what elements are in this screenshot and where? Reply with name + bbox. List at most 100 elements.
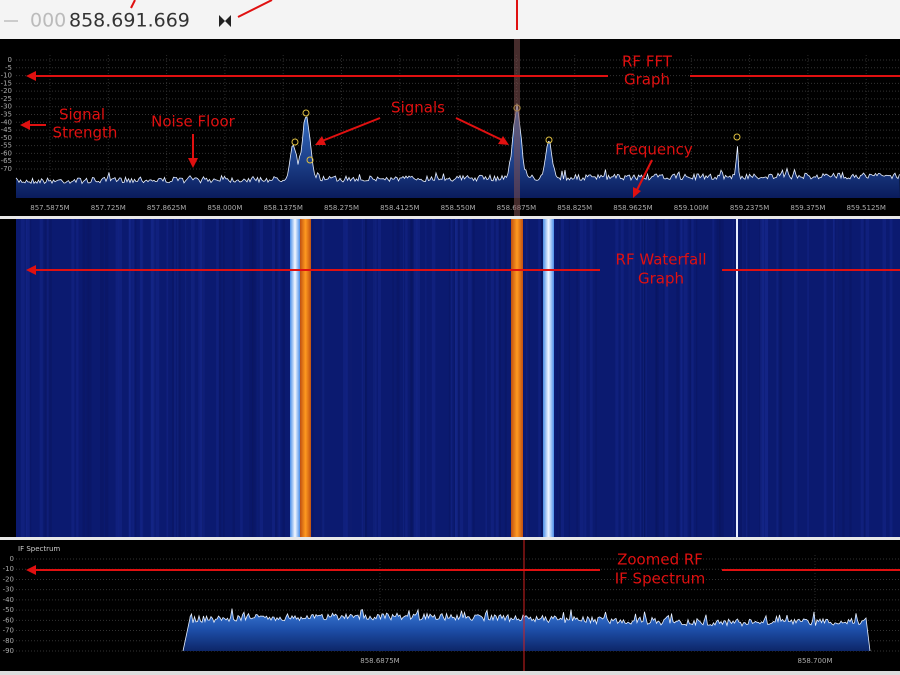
waterfall-noise [405,219,408,537]
peak-marker [302,109,310,117]
waterfall-noise [467,219,472,537]
waterfall-noise [140,219,144,537]
waterfall-noise [655,219,659,537]
frequency-display[interactable]: 858.691.669 [69,10,190,32]
waterfall-noise [76,219,79,537]
y-tick-label: -80 [3,637,14,645]
waterfall-noise [191,219,195,537]
waterfall-noise [282,219,285,537]
waterfall-noise [410,219,413,537]
waterfall-noise [643,219,646,537]
x-tick-label: 858.1375M [263,204,302,212]
waterfall-noise [764,219,769,537]
waterfall-noise [835,219,839,537]
waterfall-noise [416,219,421,537]
waterfall-noise [495,219,499,537]
swap-icon[interactable] [219,15,231,27]
waterfall-noise [20,219,25,537]
waterfall-noise [115,219,119,537]
waterfall-noise [889,219,893,537]
waterfall-noise [44,219,48,537]
annotation-arrows [20,0,900,575]
peak-marker [545,136,553,144]
y-tick-label: 0 [10,555,14,563]
waterfall-noise [835,219,839,537]
x-tick-label: 858.700M [798,657,833,665]
waterfall-noise [664,219,669,537]
waterfall-noise [348,219,353,537]
waterfall-noise [176,219,179,537]
waterfall-noise [173,219,176,537]
waterfall-noise [200,219,204,537]
waterfall-noise [132,219,135,537]
waterfall-noise [807,219,809,537]
y-tick-label: -20 [1,87,12,95]
waterfall-noise [363,219,366,537]
waterfall-noise [257,219,260,537]
y-tick-label: -10 [1,72,12,80]
waterfall-noise [216,219,219,537]
waterfall-noise [628,219,632,537]
waterfall-noise [240,219,243,537]
waterfall-noise [71,219,75,537]
waterfall-noise [860,219,865,537]
if-trace [182,608,871,652]
waterfall-noise [414,219,418,537]
waterfall-noise [631,219,635,537]
y-tick-label: -20 [3,575,14,583]
y-tick-label: -15 [1,79,12,87]
annotation: Graph [638,270,684,288]
panel-divider [0,537,900,540]
waterfall-noise [454,219,459,537]
waterfall-noise [320,219,324,537]
waterfall-noise [275,219,279,537]
waterfall-noise [321,219,325,537]
waterfall-noise [485,219,487,537]
waterfall-noise [150,219,154,537]
signal-stripe [543,219,554,537]
waterfall-noise [129,219,132,537]
waterfall-noise [656,219,658,537]
waterfall-noise [198,219,201,537]
waterfall-noise [679,219,683,537]
waterfall-noise [780,219,783,537]
panel-divider [0,216,900,219]
waterfall-noise [718,219,721,537]
toolbar [0,0,900,39]
annotation: Noise Floor [151,113,236,131]
y-tick-label: -40 [1,118,12,126]
y-tick-label: -30 [3,586,14,594]
waterfall-noise [490,219,494,537]
waterfall-noise [276,219,281,537]
waterfall-noise [620,219,624,537]
tuning-cursor [514,39,520,216]
waterfall-noise [557,219,561,537]
fft-trace [15,103,900,185]
waterfall-noise [595,219,597,537]
x-tick-label: 858.550M [441,204,476,212]
x-tick-label: 859.5125M [846,204,885,212]
waterfall-noise [456,219,461,537]
waterfall-noise [118,219,122,537]
annotation: Signals [391,99,445,117]
waterfall-noise [257,219,259,537]
waterfall-noise [577,219,579,537]
waterfall-noise [628,219,631,537]
waterfall-noise [712,219,715,537]
y-tick-label: -90 [3,647,14,655]
x-tick-label: 857.8625M [147,204,186,212]
annotation: Frequency [615,141,693,159]
annotation: Strength [53,124,118,142]
waterfall-noise [642,219,646,537]
y-tick-label: -45 [1,126,12,134]
waterfall-noise [691,219,694,537]
waterfall-noise [739,219,743,537]
waterfall-noise [222,219,225,537]
y-tick-label: -55 [1,142,12,150]
waterfall-noise [642,219,645,537]
status-strip [0,671,900,675]
y-tick-label: -65 [1,157,12,165]
y-tick-label: -50 [3,606,14,614]
